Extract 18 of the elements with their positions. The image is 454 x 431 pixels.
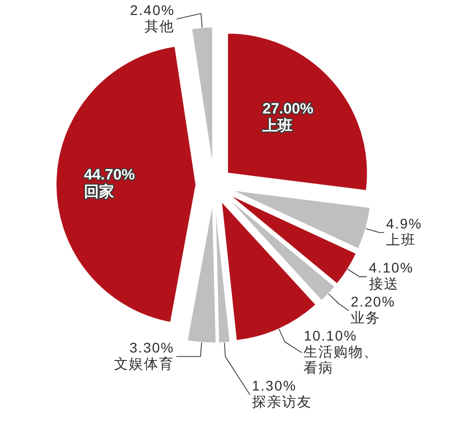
data-label: 27.00% xyxy=(262,100,314,118)
slice-label: 上班 xyxy=(262,118,293,135)
slice-label: 回家 xyxy=(84,182,114,200)
data-label: 3.30% xyxy=(130,339,174,356)
slice-label: 业务 xyxy=(350,310,381,326)
slice-label: 探亲访友 xyxy=(252,394,312,410)
slice-label: 文娱体育 xyxy=(114,355,174,372)
slice-label: 接送 xyxy=(368,276,399,292)
data-label: 2.20% xyxy=(350,294,396,310)
data-label: 2.40% xyxy=(130,2,175,18)
data-label: 44.70% xyxy=(84,166,135,184)
slice-label: 其他 xyxy=(144,18,175,34)
slice-label: 上班 xyxy=(386,231,416,248)
data-label: 10.10% xyxy=(304,328,358,344)
data-label: 1.30% xyxy=(252,378,297,394)
slice-label: 生活购物、看病 xyxy=(304,344,379,376)
data-label: 4.10% xyxy=(368,260,414,276)
data-label: 4.9% xyxy=(386,215,422,232)
